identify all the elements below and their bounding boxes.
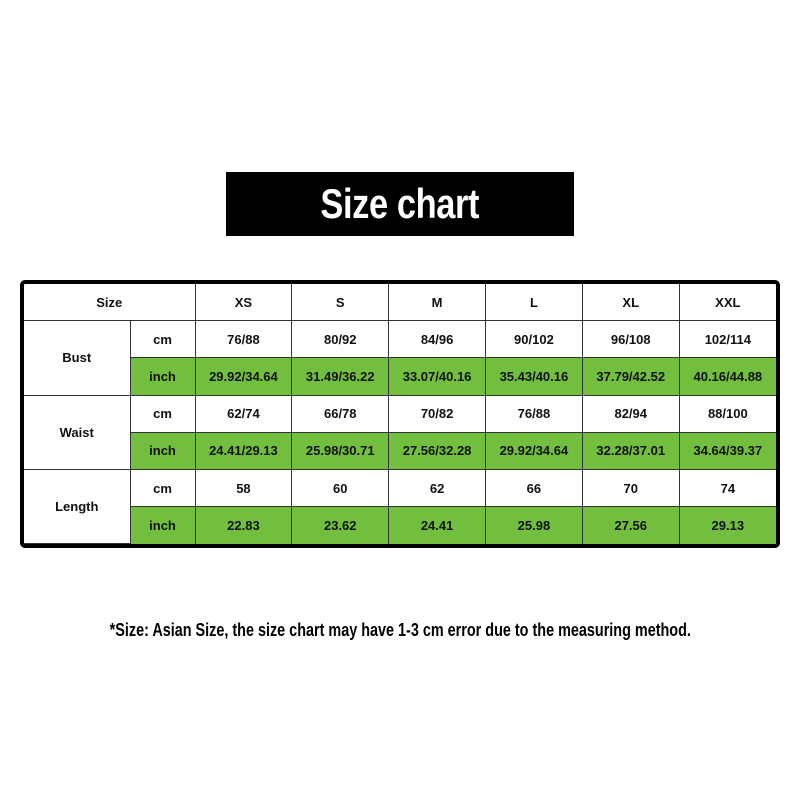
measurement-label: Waist — [24, 394, 131, 471]
table-cell: 70/82 — [388, 394, 486, 433]
unit-label: cm — [129, 320, 196, 359]
table-cell: 24.41/29.13 — [194, 431, 293, 471]
size-note: *Size: Asian Size, the size chart may ha… — [0, 620, 800, 641]
table-cell: 76/88 — [194, 320, 293, 359]
table-row: inch 29.92/34.64 31.49/36.22 33.07/40.16 35.… — [24, 357, 776, 396]
table-cell: 32.28/37.01 — [581, 431, 680, 471]
table-cell: 31.49/36.22 — [291, 357, 390, 396]
table-cell: 29.13 — [678, 506, 776, 544]
table-cell: 62/74 — [194, 394, 293, 433]
table-cell: 88/100 — [678, 394, 776, 433]
unit-label: inch — [130, 357, 196, 396]
table-cell: 58 — [194, 469, 293, 508]
table-cell: 33.07/40.16 — [388, 357, 486, 396]
table-cell: 27.56 — [581, 506, 680, 544]
size-chart-table: Size XS S M L XL XXL Bust cm 76/88 80/92 84/96 90/10… — [20, 280, 780, 548]
table-cell: 84/96 — [388, 320, 486, 359]
unit-label: inch — [130, 506, 196, 544]
measurement-label: Bust — [24, 320, 131, 396]
unit-label: cm — [129, 394, 196, 433]
page-title: Size chart — [320, 180, 480, 227]
unit-label: cm — [129, 469, 196, 508]
table-cell: 25.98 — [485, 506, 583, 544]
table-cell: 80/92 — [291, 320, 390, 359]
header-size-l: L — [485, 284, 583, 322]
table-cell: 23.62 — [291, 506, 390, 544]
table-row: inch 24.41/29.13 25.98/30.71 27.56/32.28 29.… — [24, 431, 776, 471]
table-cell: 66/78 — [291, 394, 390, 433]
note-text: *Size: Asian Size, the size chart may ha… — [109, 620, 691, 640]
unit-label: inch — [130, 431, 196, 471]
table-row: inch 22.83 23.62 24.41 25.98 27.56 29.13 — [24, 506, 776, 544]
table-cell: 60 — [291, 469, 390, 508]
table-cell: 29.92/34.64 — [485, 431, 583, 471]
measurement-label: Length — [24, 469, 131, 544]
header-size-m: M — [388, 284, 486, 322]
table-cell: 74 — [678, 469, 776, 508]
table-cell: 82/94 — [581, 394, 680, 433]
header-row: Size XS S M L XL XXL — [24, 284, 776, 322]
table-cell: 96/108 — [581, 320, 680, 359]
table-cell: 24.41 — [388, 506, 486, 544]
header-size-label: Size — [24, 284, 196, 322]
table-cell: 27.56/32.28 — [388, 431, 486, 471]
table-cell: 66 — [485, 469, 583, 508]
table-cell: 62 — [388, 469, 486, 508]
header-size-xxl: XXL — [678, 284, 776, 322]
table-cell: 29.92/34.64 — [194, 357, 293, 396]
table-row: Length cm 58 60 62 66 70 74 — [24, 469, 776, 544]
table-row: Bust cm 76/88 80/92 84/96 90/102 96/108 102/114 — [24, 320, 776, 396]
table-cell: 37.79/42.52 — [581, 357, 680, 396]
header-size-s: S — [291, 284, 390, 322]
table-cell: 35.43/40.16 — [485, 357, 583, 396]
title-banner: Size chart — [226, 172, 574, 236]
header-size-xl: XL — [581, 284, 680, 322]
table-row: Waist cm 62/74 66/78 70/82 76/88 82/94 88/100 — [24, 394, 776, 471]
table-cell: 34.64/39.37 — [678, 431, 776, 471]
table-cell: 22.83 — [194, 506, 293, 544]
header-size-xs: XS — [194, 284, 293, 322]
table-cell: 40.16/44.88 — [678, 357, 776, 396]
table-cell: 25.98/30.71 — [291, 431, 390, 471]
table-cell: 76/88 — [485, 394, 583, 433]
table-cell: 70 — [581, 469, 680, 508]
table-cell: 90/102 — [485, 320, 583, 359]
table-cell: 102/114 — [678, 320, 776, 359]
